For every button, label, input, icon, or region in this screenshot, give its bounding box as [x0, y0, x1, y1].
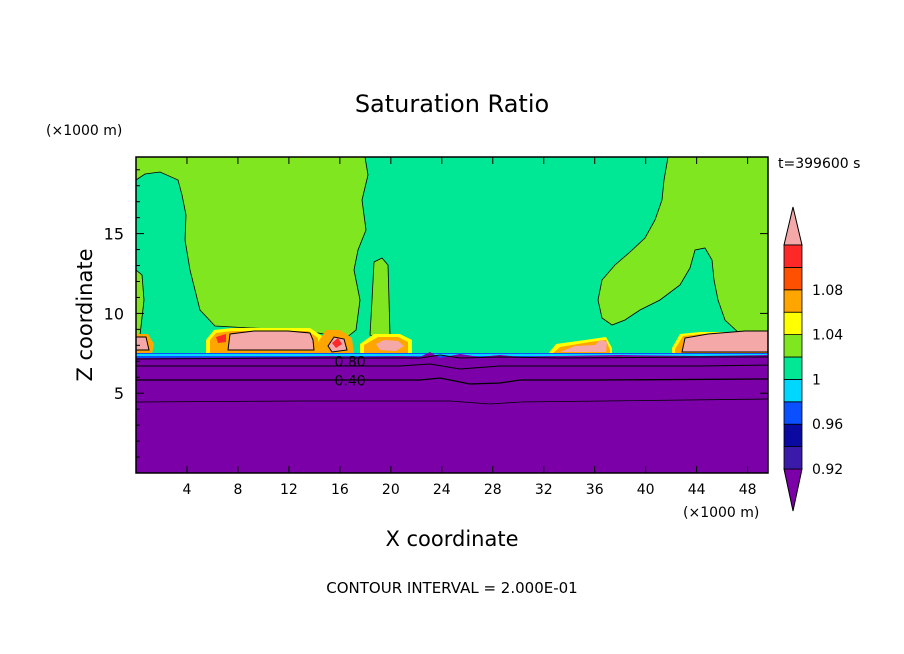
colorbar-segment — [783, 311, 803, 336]
x-tick-label: 32 — [535, 482, 553, 498]
colorbar-segment — [783, 378, 803, 403]
colorbar-segment — [783, 401, 803, 425]
upper-plume-left-edge — [136, 269, 145, 337]
dry-layer — [136, 352, 768, 473]
x-tick-label: 16 — [331, 482, 349, 498]
colorbar-label: 1 — [812, 372, 821, 388]
colorbar-under-triangle — [783, 468, 803, 512]
x-tick-label: 36 — [586, 482, 604, 498]
time-label: t=399600 s — [778, 156, 860, 172]
y-tick-label: 15 — [104, 225, 124, 244]
colorbar-segment — [783, 334, 803, 358]
contour-label-0.80: 0.80 — [334, 354, 365, 370]
colorbar-label: 0.96 — [812, 417, 843, 433]
supersaturated-patches — [136, 328, 768, 356]
x-tick-label: 20 — [382, 482, 400, 498]
y-tick-label: 5 — [114, 384, 124, 403]
y-axis-ticks: 5 10 15 — [104, 169, 768, 458]
x-tick-label: 12 — [280, 482, 298, 498]
colorbar-over-triangle — [783, 206, 803, 246]
y-axis-label: Z coordinate — [73, 248, 97, 381]
colorbar-segment — [783, 446, 803, 470]
x-axis-label: X coordinate — [385, 527, 518, 551]
x-tick-label: 4 — [183, 482, 192, 498]
plot-frame — [135, 156, 769, 474]
y-tick-label: 10 — [104, 304, 124, 323]
chart-title: Saturation Ratio — [355, 90, 549, 118]
colorbar-segment — [783, 423, 803, 448]
colorbar-segment — [783, 289, 803, 313]
contour-interval-footer: CONTOUR INTERVAL = 2.000E-01 — [326, 579, 577, 597]
colorbar-label: 0.92 — [812, 462, 843, 478]
colorbar-segment — [783, 356, 803, 380]
y-unit-label: (×1000 m) — [46, 123, 122, 139]
upper-plume-right — [597, 157, 768, 336]
x-tick-label: 28 — [484, 482, 502, 498]
colorbar-label: 1.08 — [812, 283, 843, 299]
contour-field — [136, 157, 768, 473]
contour-label-0.40: 0.40 — [334, 373, 365, 389]
x-axis-ticks: 4 8 12 16 20 24 28 32 36 40 44 48 — [183, 157, 757, 498]
x-tick-label: 8 — [233, 482, 242, 498]
x-tick-label: 40 — [637, 482, 655, 498]
x-tick-label: 44 — [688, 482, 706, 498]
x-tick-label: 24 — [433, 482, 451, 498]
dry-layer-contours — [136, 354, 768, 405]
colorbar-segment — [783, 266, 803, 291]
colorbar-segment — [783, 244, 803, 268]
colorbar-label: 1.04 — [812, 328, 843, 344]
x-tick-label: 48 — [739, 482, 757, 498]
x-unit-label: (×1000 m) — [683, 505, 759, 521]
colorbar-legend: 0.92 0.96 1 1.04 1.08 — [783, 206, 843, 512]
